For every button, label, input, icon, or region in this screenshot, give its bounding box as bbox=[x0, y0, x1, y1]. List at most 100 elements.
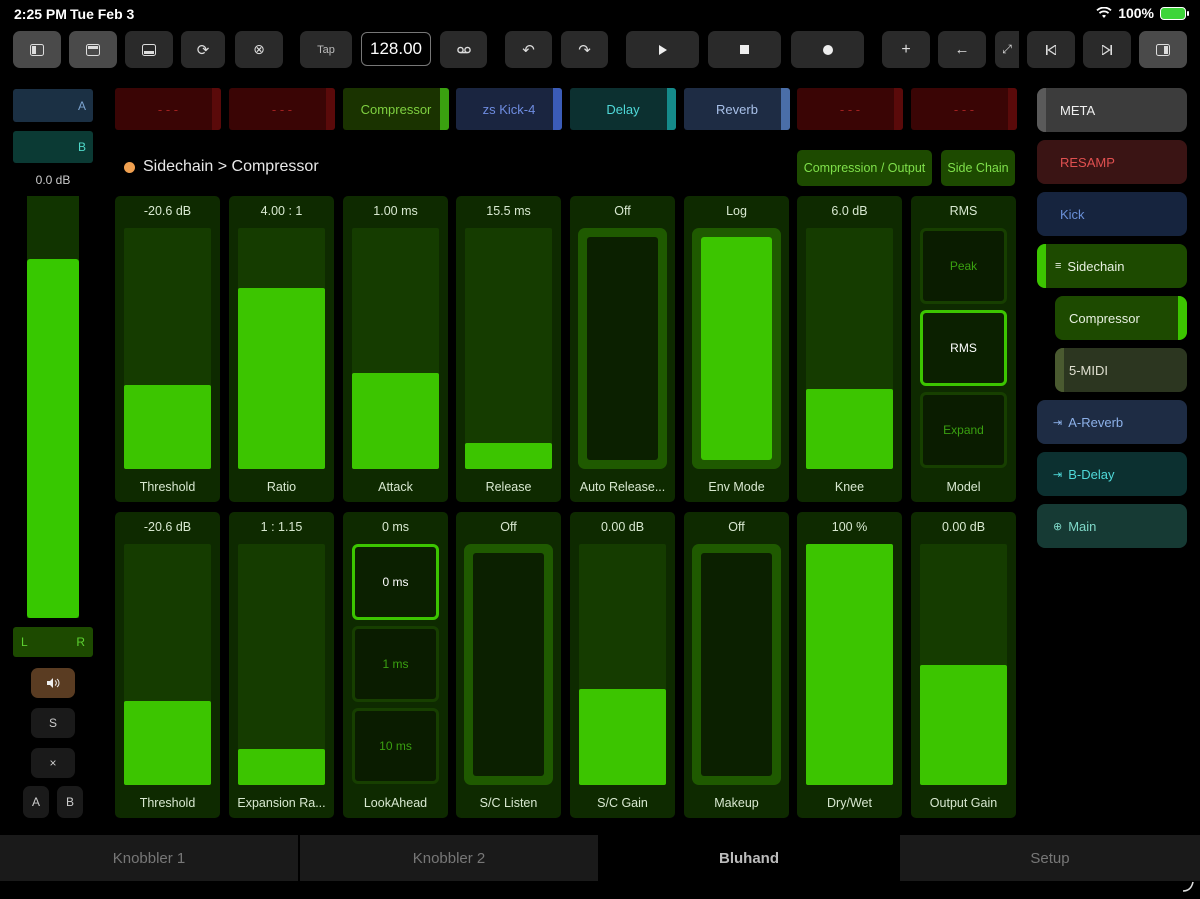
parameter-label: Threshold bbox=[139, 796, 196, 810]
parameter-value: 6.0 dB bbox=[831, 204, 868, 218]
tap-tempo-button[interactable]: Tap bbox=[300, 31, 352, 68]
parameter-toggle[interactable] bbox=[692, 544, 781, 785]
redo-icon: ↷ bbox=[578, 41, 591, 59]
parameter-card[interactable]: 1.00 ms Attack bbox=[343, 196, 448, 502]
parameter-option[interactable]: Peak bbox=[920, 228, 1007, 304]
toggle-right-panel-button[interactable] bbox=[1139, 31, 1187, 68]
parameter-card[interactable]: 0 ms 0 ms 1 ms 10 ms LookAhead bbox=[343, 512, 448, 818]
redo-button[interactable]: ↷ bbox=[561, 31, 608, 68]
tab-bluhand[interactable]: Bluhand bbox=[600, 835, 898, 881]
parameter-card[interactable]: 0.00 dB Output Gain bbox=[911, 512, 1016, 818]
track-button[interactable]: RESAMP bbox=[1037, 140, 1187, 184]
parameter-card[interactable]: 4.00 : 1 Ratio bbox=[229, 196, 334, 502]
device-slot[interactable]: - - - bbox=[229, 88, 335, 130]
toggle-bottom-panel-button[interactable] bbox=[125, 31, 173, 68]
parameter-slider[interactable] bbox=[238, 228, 325, 469]
parameter-card[interactable]: 15.5 ms Release bbox=[456, 196, 561, 502]
tab-knobbler-1[interactable]: Knobbler 1 bbox=[0, 835, 298, 881]
solo-button[interactable]: S bbox=[31, 708, 75, 738]
parameter-card[interactable]: Off Makeup bbox=[684, 512, 789, 818]
play-button[interactable] bbox=[626, 31, 699, 68]
expand-button[interactable]: ⤢ bbox=[995, 31, 1019, 68]
page-side-chain-button[interactable]: Side Chain bbox=[941, 150, 1015, 186]
parameter-slider[interactable] bbox=[465, 228, 552, 469]
remove-track-button[interactable]: × bbox=[31, 748, 75, 778]
tempo-field[interactable]: 128.00 bbox=[361, 32, 431, 66]
parameter-slider[interactable] bbox=[124, 228, 211, 469]
parameter-card[interactable]: 6.0 dB Knee bbox=[797, 196, 902, 502]
mute-button[interactable] bbox=[31, 668, 75, 698]
ab-a-button[interactable]: A bbox=[23, 786, 49, 818]
parameter-value: 4.00 : 1 bbox=[260, 204, 303, 218]
parameter-card[interactable]: -20.6 dB Threshold bbox=[115, 196, 220, 502]
ab-b-button[interactable]: B bbox=[57, 786, 83, 818]
page-compression-output-button[interactable]: Compression / Output bbox=[797, 150, 932, 186]
parameter-card[interactable]: -20.6 dB Threshold bbox=[115, 512, 220, 818]
refresh-button[interactable]: ⟳ bbox=[181, 31, 225, 68]
parameter-card[interactable]: 1 : 1.15 Expansion Ra... bbox=[229, 512, 334, 818]
parameter-slider[interactable] bbox=[920, 544, 1007, 785]
track-button[interactable]: ⇥ B-Delay bbox=[1037, 452, 1187, 496]
parameter-card[interactable]: 100 % Dry/Wet bbox=[797, 512, 902, 818]
parameter-slider[interactable] bbox=[352, 228, 439, 469]
parameter-card[interactable]: Off S/C Listen bbox=[456, 512, 561, 818]
parameter-toggle[interactable] bbox=[692, 228, 781, 469]
track-button[interactable]: ≡ Sidechain bbox=[1037, 244, 1187, 288]
add-button[interactable]: + bbox=[882, 31, 930, 68]
device-slot[interactable]: - - - bbox=[797, 88, 903, 130]
parameter-toggle[interactable] bbox=[578, 228, 667, 469]
parameter-slider[interactable] bbox=[806, 544, 893, 785]
track-button[interactable]: 5-MIDI bbox=[1055, 348, 1187, 392]
parameter-slider[interactable] bbox=[238, 544, 325, 785]
parameter-slider[interactable] bbox=[806, 228, 893, 469]
volume-meter-fill bbox=[27, 259, 79, 618]
tab-setup[interactable]: Setup bbox=[900, 835, 1200, 881]
previous-button[interactable] bbox=[1027, 31, 1075, 68]
pan-control[interactable]: L R bbox=[13, 627, 93, 657]
parameter-option[interactable]: 1 ms bbox=[352, 626, 439, 702]
parameter-toggle-indicator bbox=[587, 237, 658, 460]
next-button[interactable] bbox=[1083, 31, 1131, 68]
device-slot[interactable]: Compressor bbox=[343, 88, 449, 130]
tab-knobbler-2[interactable]: Knobbler 2 bbox=[300, 835, 598, 881]
bus-a-button[interactable]: A bbox=[13, 89, 93, 122]
skip-forward-icon bbox=[1102, 44, 1112, 55]
parameter-option[interactable]: 0 ms bbox=[352, 544, 439, 620]
track-button[interactable]: ⊕ Main bbox=[1037, 504, 1187, 548]
stop-all-button[interactable]: ⊗ bbox=[235, 31, 283, 68]
parameter-option[interactable]: RMS bbox=[920, 310, 1007, 386]
device-slot-edge bbox=[553, 88, 562, 130]
parameter-card[interactable]: RMS Peak RMS Expand Model bbox=[911, 196, 1016, 502]
track-button[interactable]: Kick bbox=[1037, 192, 1187, 236]
device-slot[interactable]: - - - bbox=[115, 88, 221, 130]
parameter-option[interactable]: Expand bbox=[920, 392, 1007, 468]
device-slot[interactable]: - - - bbox=[911, 88, 1017, 130]
stop-button[interactable] bbox=[708, 31, 781, 68]
track-button[interactable]: ⇥ A-Reverb bbox=[1037, 400, 1187, 444]
bus-b-button[interactable]: B bbox=[13, 131, 93, 163]
record-button[interactable] bbox=[791, 31, 864, 68]
track-button[interactable]: Compressor bbox=[1055, 296, 1187, 340]
parameter-slider[interactable] bbox=[579, 544, 666, 785]
parameter-toggle-indicator bbox=[473, 553, 544, 776]
parameter-slider[interactable] bbox=[124, 544, 211, 785]
arrow-left-icon: ← bbox=[954, 41, 970, 58]
toggle-top-panel-button[interactable] bbox=[69, 31, 117, 68]
parameter-card[interactable]: Log Env Mode bbox=[684, 196, 789, 502]
undo-button[interactable]: ↶ bbox=[505, 31, 552, 68]
loop-button[interactable] bbox=[440, 31, 487, 68]
parameter-toggle-indicator bbox=[701, 237, 772, 460]
parameter-toggle[interactable] bbox=[464, 544, 553, 785]
parameter-card[interactable]: 0.00 dB S/C Gain bbox=[570, 512, 675, 818]
ab-a-label: A bbox=[31, 795, 40, 809]
toggle-left-panel-button[interactable] bbox=[13, 31, 61, 68]
device-slot[interactable]: Delay bbox=[570, 88, 676, 130]
back-button[interactable]: ← bbox=[938, 31, 986, 68]
volume-meter[interactable] bbox=[27, 196, 79, 618]
parameter-card[interactable]: Off Auto Release... bbox=[570, 196, 675, 502]
track-button[interactable]: META bbox=[1037, 88, 1187, 132]
device-slot[interactable]: Reverb bbox=[684, 88, 790, 130]
pan-right-label: R bbox=[76, 635, 85, 649]
device-slot[interactable]: zs Kick-4 bbox=[456, 88, 562, 130]
parameter-option[interactable]: 10 ms bbox=[352, 708, 439, 784]
